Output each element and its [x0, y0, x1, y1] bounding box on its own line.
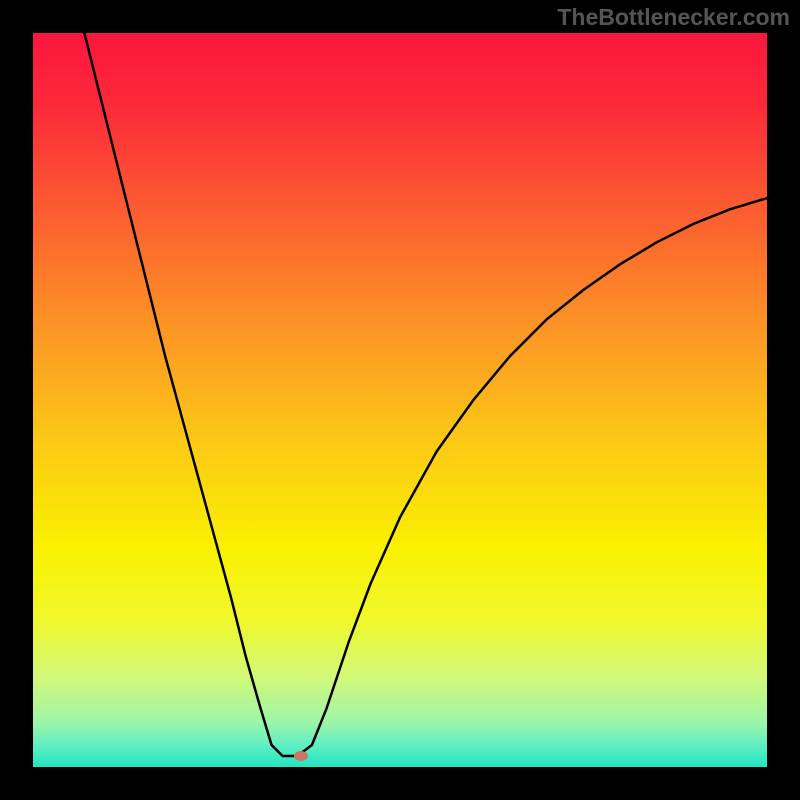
bottleneck-chart	[0, 0, 800, 800]
optimal-point-marker	[294, 751, 308, 761]
site-watermark: TheBottlenecker.com	[557, 4, 790, 31]
chart-plot-background	[33, 33, 767, 767]
chart-container: TheBottlenecker.com	[0, 0, 800, 800]
